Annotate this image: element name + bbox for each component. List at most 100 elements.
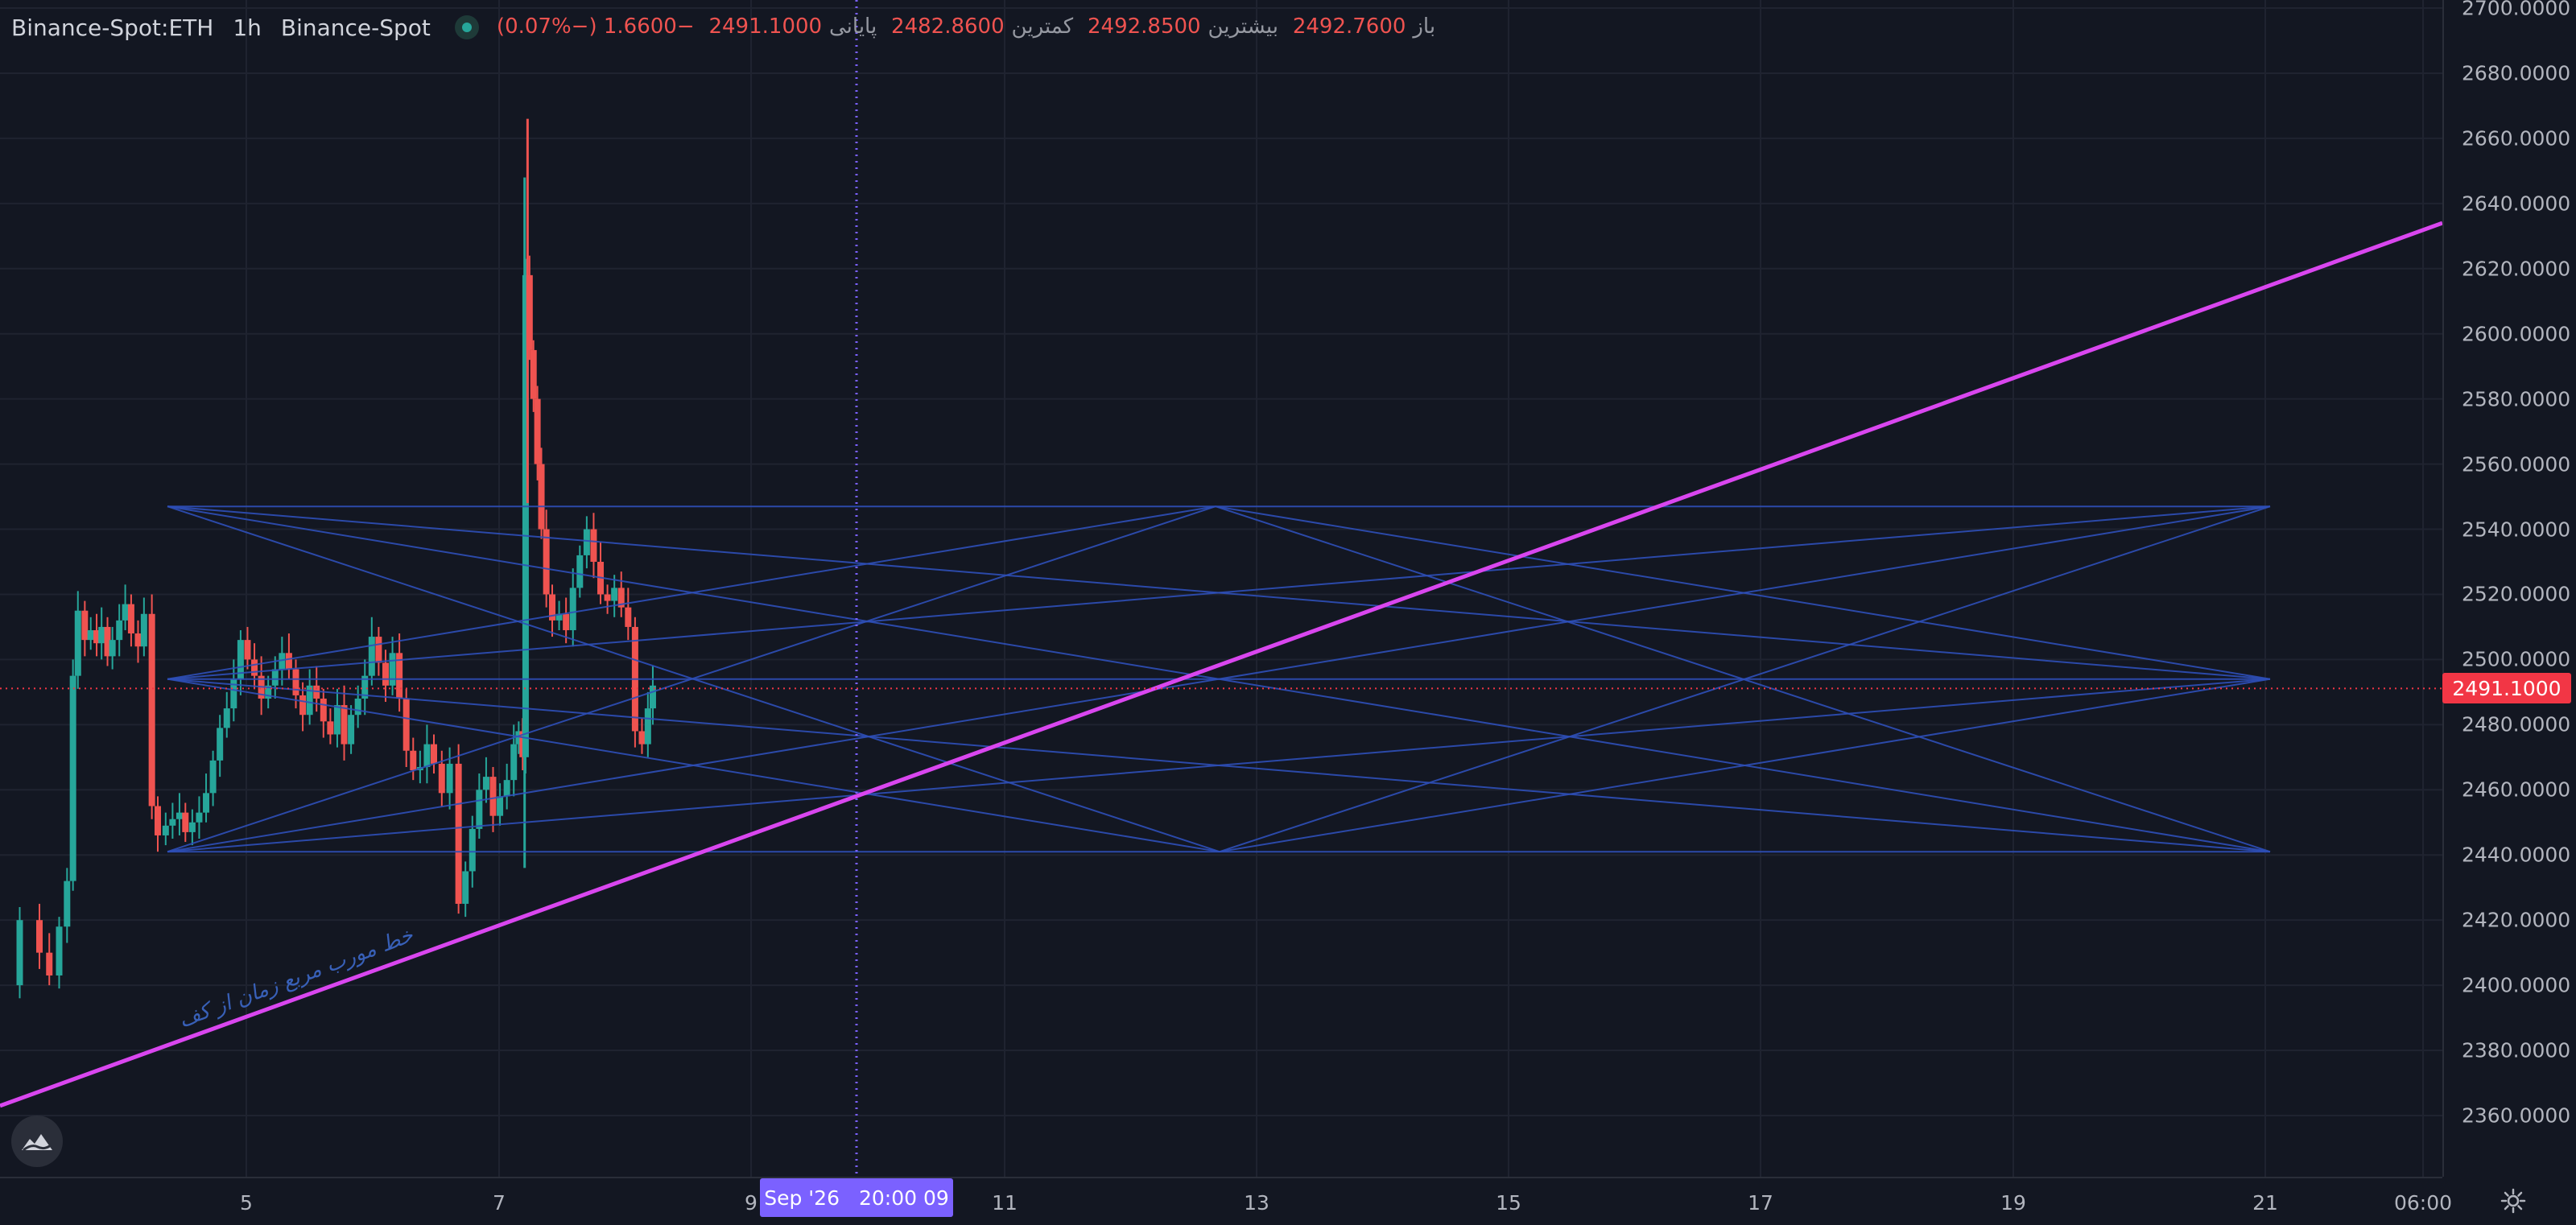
time-tick-label: 15 <box>1496 1191 1521 1215</box>
candle-body <box>382 662 389 686</box>
logo-icon <box>22 1134 52 1152</box>
candle-body <box>98 626 105 644</box>
candle-body <box>36 920 43 953</box>
candle-body <box>16 920 23 986</box>
square-of-time-line <box>167 678 1220 853</box>
candle-body <box>175 812 183 819</box>
price-tick-label: 2480.0000 <box>2462 712 2571 736</box>
legend-exchange: Binance-Spot <box>280 14 431 41</box>
legend-interval[interactable]: 1h <box>233 14 262 41</box>
price-tick-label: 2460.0000 <box>2462 777 2571 802</box>
candle-body <box>155 806 161 835</box>
candle-body <box>348 715 355 744</box>
candle-body <box>503 780 510 797</box>
time-tick-label: 17 <box>1748 1191 1773 1215</box>
candle-body <box>361 675 369 699</box>
candle-body <box>590 529 597 562</box>
price-scale[interactable]: 2700.0000 2680.0000 2660.0000 2640.0000 2620… <box>2442 0 2576 1177</box>
candle-body <box>203 793 210 813</box>
candle-body <box>644 708 651 744</box>
price-tick-label: 2660.0000 <box>2462 126 2571 151</box>
candle-body <box>611 588 618 601</box>
candle-body <box>109 640 116 657</box>
square-of-time-line <box>167 505 1216 680</box>
candle-body <box>148 613 155 806</box>
symbol-legend: Binance-Spot:ETH 1h Binance-Spot باز 249… <box>11 11 1435 43</box>
candle-body <box>188 822 196 832</box>
candle-body <box>341 705 348 744</box>
legend-low-label: کمترین <box>1011 14 1074 39</box>
price-tick-label: 2580.0000 <box>2462 387 2571 411</box>
time-tick-label: 5 <box>240 1191 253 1215</box>
candle-body <box>402 698 410 751</box>
candle-body <box>446 763 453 794</box>
candle-body <box>510 744 518 781</box>
candle-body <box>93 629 101 644</box>
candle-body <box>515 731 522 744</box>
candle-body <box>438 763 445 794</box>
candle-body <box>196 812 203 823</box>
candle-body <box>431 744 437 764</box>
candle-body <box>127 604 134 634</box>
time-tick-label: 7 <box>493 1191 506 1215</box>
logo-button[interactable] <box>11 1116 63 1167</box>
candle-body <box>134 633 142 647</box>
candle-body <box>354 698 361 716</box>
price-tick-label: 2600.0000 <box>2462 322 2571 346</box>
legend-symbol[interactable]: Binance-Spot:ETH <box>11 14 214 41</box>
candle-body <box>410 750 417 771</box>
time-tick-label: 13 <box>1244 1191 1269 1215</box>
candle-body <box>526 274 533 350</box>
candle-body <box>230 678 237 709</box>
candle-body <box>56 926 63 975</box>
price-tick-label: 2520.0000 <box>2462 582 2571 606</box>
candle-body <box>576 555 584 588</box>
candle-body <box>327 721 334 735</box>
candle-body <box>368 637 375 676</box>
candle-body <box>299 695 307 716</box>
candle-body <box>538 464 545 530</box>
candle-body <box>223 708 230 728</box>
price-tick-label: 2620.0000 <box>2462 257 2571 281</box>
price-tick-label: 2640.0000 <box>2462 192 2571 216</box>
last-price-label: 2491.1000 <box>2442 673 2571 704</box>
candle-body <box>583 529 590 555</box>
candle-body <box>469 828 476 872</box>
price-tick-label: 2540.0000 <box>2462 518 2571 542</box>
candle-body <box>625 607 632 627</box>
diagonal-trendline <box>0 221 2442 1108</box>
legend-high-value: 2492.8500 <box>1088 14 1201 39</box>
legend-low-value: 2482.8600 <box>891 14 1005 39</box>
price-tick-label: 2500.0000 <box>2462 647 2571 671</box>
price-tick-label: 2560.0000 <box>2462 452 2571 476</box>
square-of-time-line <box>167 678 2271 853</box>
candle-body <box>389 653 396 686</box>
candle-body <box>375 637 382 663</box>
settings-button[interactable] <box>2496 1183 2531 1219</box>
crosshair-date: Sep '26 <box>764 1186 840 1210</box>
gear-icon <box>2500 1188 2526 1214</box>
crosshair-time: 20:00 09 <box>858 1186 949 1210</box>
candle-body <box>333 705 341 735</box>
legend-close-label: پایانی <box>828 14 877 39</box>
candle-body <box>320 698 327 722</box>
candle-body <box>217 728 224 761</box>
price-tick-label: 2400.0000 <box>2462 973 2571 997</box>
chart-pane[interactable]: Binance-Spot:ETH 1h Binance-Spot باز 249… <box>0 0 2442 1177</box>
candle-body <box>482 777 489 790</box>
candle-body <box>265 685 272 699</box>
candle-body <box>162 825 169 835</box>
candle-body <box>292 669 299 695</box>
legend-open-value: 2492.7600 <box>1292 14 1406 39</box>
square-of-time-line <box>167 505 1216 853</box>
time-tick-label: 06:00 <box>2393 1191 2453 1215</box>
crosshair-time-label: Sep '26 20:00 09 <box>760 1178 953 1217</box>
price-tick-label: 2380.0000 <box>2462 1038 2571 1062</box>
candle-body <box>476 790 483 829</box>
time-scale[interactable]: 5 7 9 11 13 15 17 19 21 06:00 <box>0 1177 2452 1225</box>
candle-body <box>251 659 258 676</box>
square-of-time-line <box>1219 678 2271 853</box>
legend-ohlc: باز 2492.7600 بیشترین 2492.8500 کمترین 2… <box>497 14 1435 41</box>
chart-canvas[interactable] <box>0 0 2442 1177</box>
market-open-dot-icon <box>454 15 479 39</box>
